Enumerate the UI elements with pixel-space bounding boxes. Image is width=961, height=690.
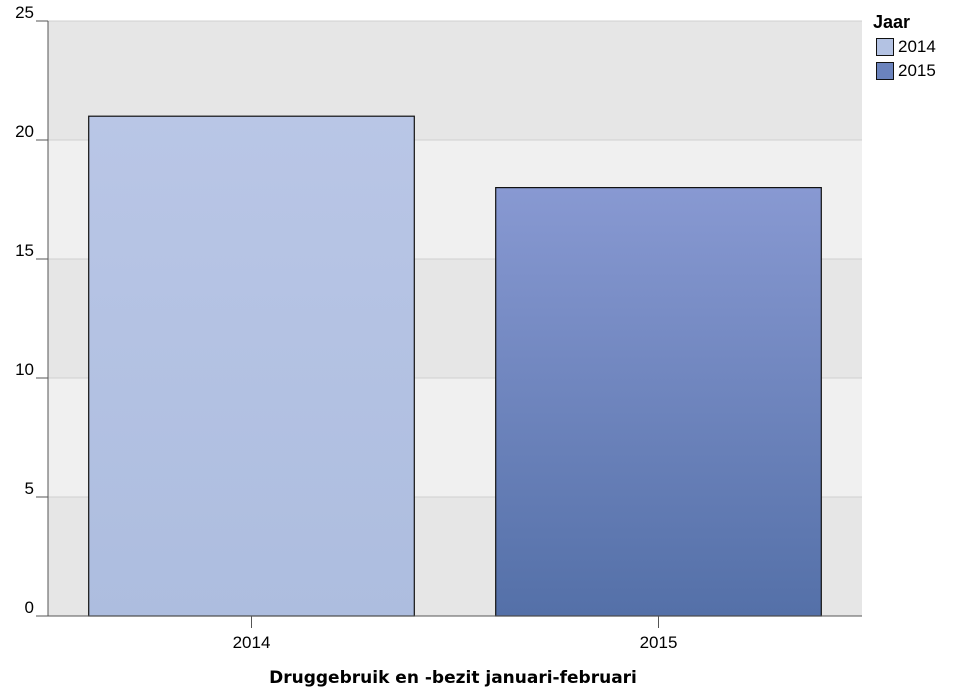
legend-label-2015: 2015	[898, 61, 936, 80]
legend-swatch-2014	[876, 38, 894, 56]
bar-2014	[88, 115, 415, 617]
y-tick-label: 0	[25, 598, 34, 617]
bar-2015	[495, 187, 822, 617]
x-axis-ticks: 2014 2015	[233, 616, 678, 652]
legend-item-2015[interactable]: 2015	[873, 59, 936, 83]
legend-swatch-2015	[876, 62, 894, 80]
y-tick-label: 5	[25, 479, 34, 498]
y-tick-label: 15	[15, 241, 34, 260]
x-tick-label: 2014	[233, 633, 271, 652]
axes	[36, 21, 862, 617]
legend-label-2014: 2014	[898, 37, 936, 56]
y-axis-ticks: 0 5 10 15 20 25	[15, 3, 48, 617]
y-tick-label: 20	[15, 122, 34, 141]
y-tick-label: 25	[15, 3, 34, 22]
legend-item-2014[interactable]: 2014	[873, 35, 936, 59]
legend-title: Jaar	[873, 12, 911, 32]
bars	[88, 115, 822, 617]
legend: Jaar 2014 2015	[873, 12, 936, 83]
y-tick-label: 10	[15, 360, 34, 379]
x-axis-label: Druggebruik en -bezit januari-februari	[269, 668, 637, 688]
x-tick-label: 2015	[640, 633, 678, 652]
